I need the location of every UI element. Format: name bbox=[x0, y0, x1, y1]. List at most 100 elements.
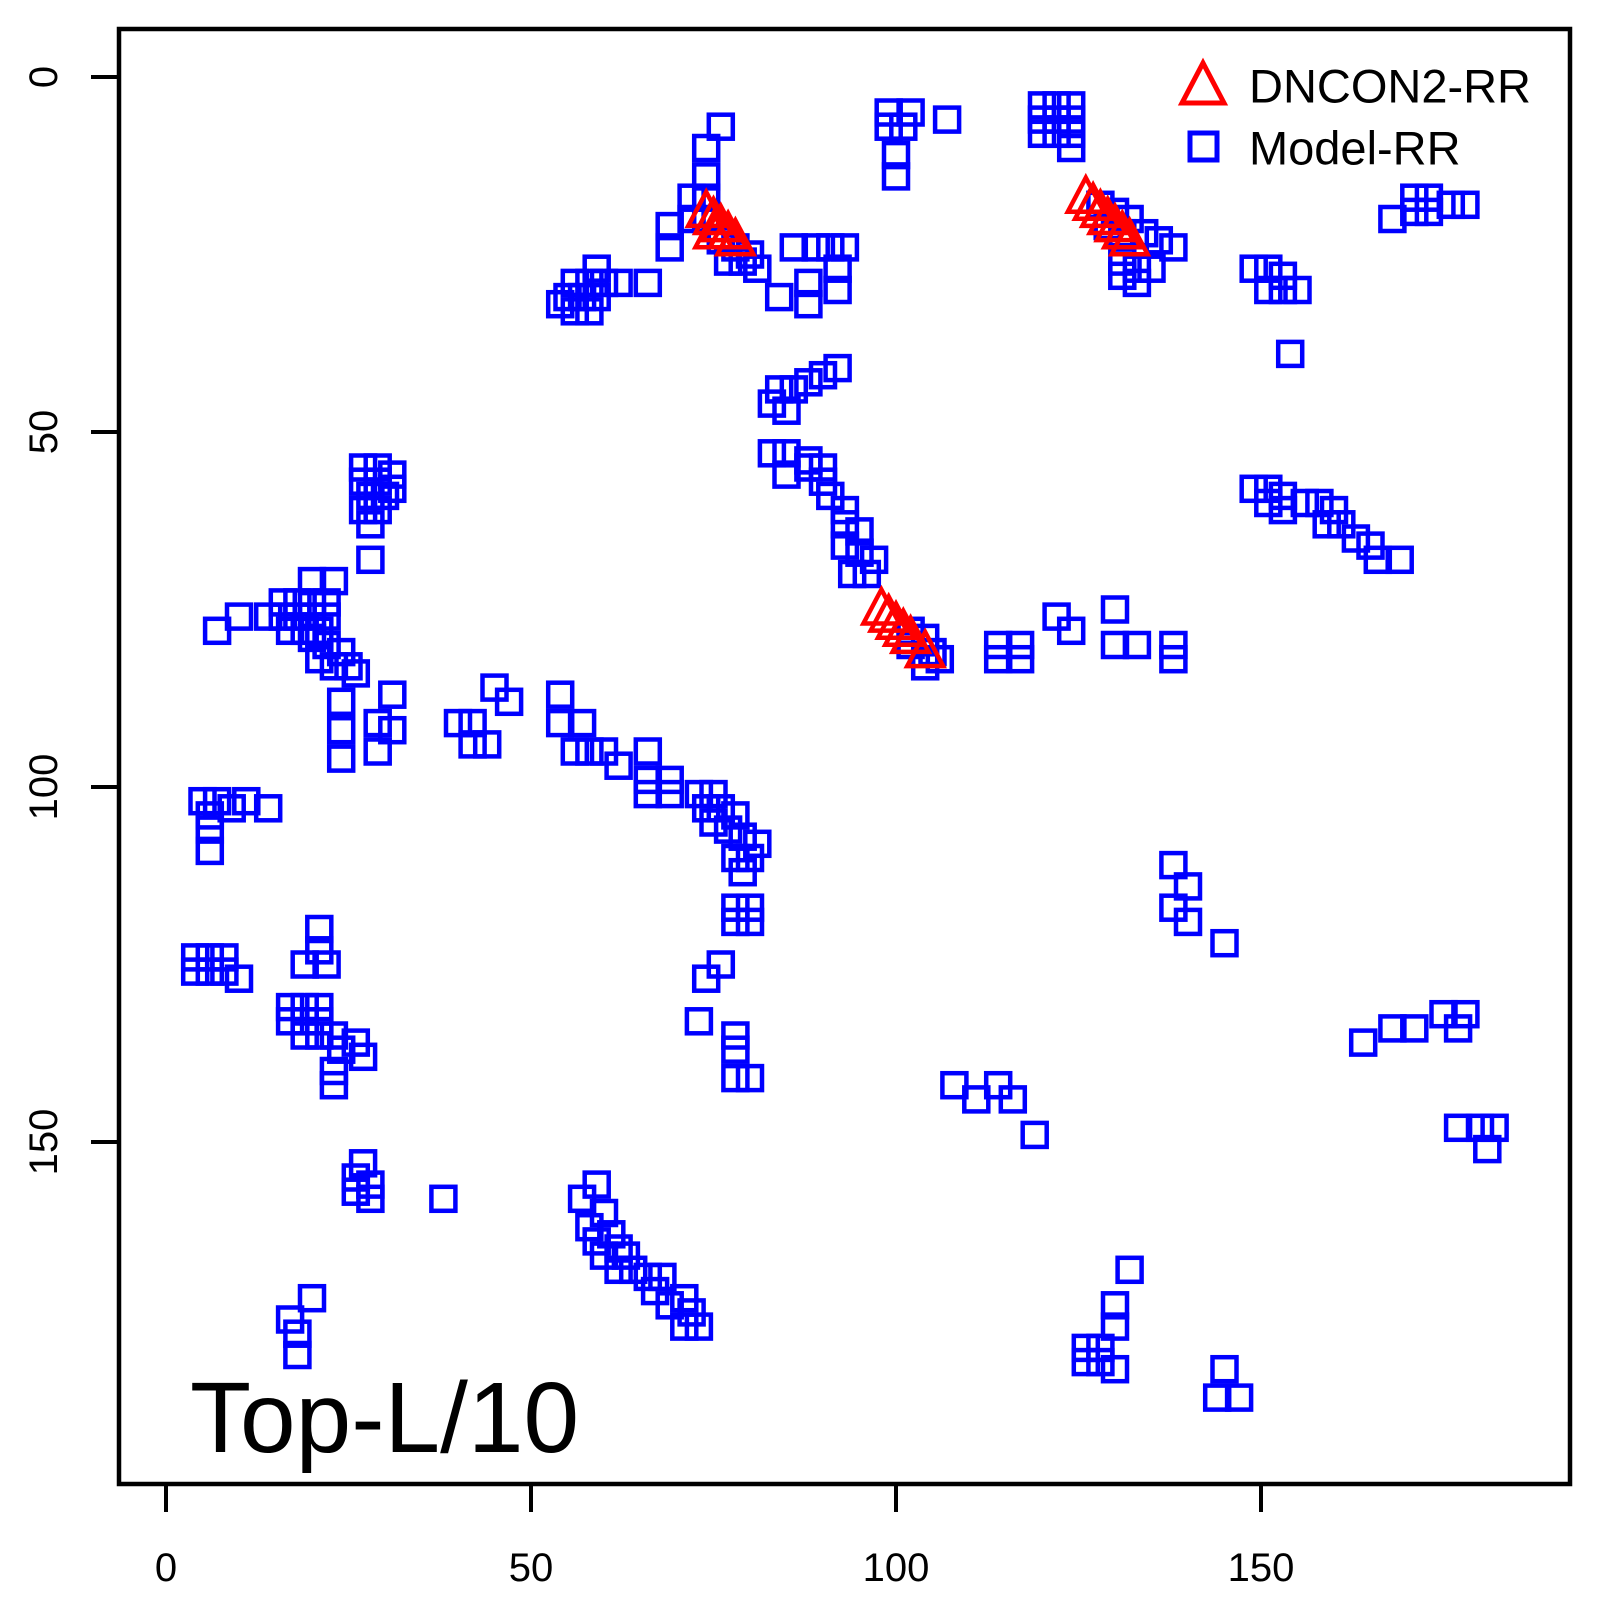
data-point-square bbox=[1385, 545, 1414, 575]
data-point-square bbox=[691, 964, 721, 993]
data-point-square bbox=[356, 1184, 385, 1214]
data-point-square bbox=[823, 254, 852, 283]
data-point-square bbox=[224, 964, 254, 993]
data-point-square bbox=[1056, 133, 1086, 163]
data-point-square bbox=[363, 737, 392, 766]
x-tick-label: 150 bbox=[1228, 1546, 1295, 1590]
data-point-square bbox=[1100, 1291, 1130, 1320]
data-point-square bbox=[1159, 850, 1188, 880]
data-point-triangle bbox=[699, 201, 743, 243]
y-tick-label: 100 bbox=[22, 754, 66, 821]
data-point-square bbox=[757, 389, 787, 418]
data-point-square bbox=[684, 1007, 714, 1036]
data-point-square bbox=[334, 652, 363, 681]
data-point-square bbox=[458, 730, 487, 759]
data-point-square bbox=[823, 275, 852, 305]
y-tick-label: 150 bbox=[22, 1109, 66, 1176]
data-point-square bbox=[1210, 928, 1239, 958]
data-point-square bbox=[1115, 1255, 1144, 1285]
data-point-square bbox=[757, 439, 787, 468]
x-tick-label: 100 bbox=[863, 1546, 930, 1590]
data-point-square bbox=[326, 687, 356, 717]
data-point-square bbox=[1254, 254, 1283, 283]
data-point-square bbox=[472, 730, 502, 759]
data-point-square bbox=[1086, 1347, 1115, 1377]
data-point-square bbox=[195, 815, 225, 844]
data-point-square bbox=[743, 254, 772, 283]
data-point-square bbox=[764, 282, 794, 312]
y-tick-label: 50 bbox=[22, 410, 66, 455]
data-point-square bbox=[1122, 268, 1152, 298]
legend-label-modelrr: Model-RR bbox=[1249, 122, 1461, 175]
data-point-square bbox=[545, 289, 575, 319]
plot-border bbox=[116, 26, 1573, 1487]
data-point-square bbox=[655, 779, 684, 809]
data-point-square bbox=[297, 1283, 327, 1313]
data-point-triangle bbox=[691, 194, 736, 236]
data-point-square bbox=[1283, 275, 1312, 305]
data-point-square bbox=[604, 751, 633, 780]
data-point-square bbox=[494, 687, 524, 717]
data-point-square bbox=[618, 1255, 648, 1285]
data-point-square bbox=[180, 957, 210, 986]
data-point-triangle bbox=[713, 215, 758, 257]
data-point-square bbox=[224, 602, 254, 631]
data-point-square bbox=[356, 545, 385, 575]
data-point-square bbox=[830, 233, 860, 262]
data-point-square bbox=[830, 510, 860, 539]
data-point-triangle bbox=[874, 598, 918, 640]
data-point-square bbox=[1400, 1014, 1429, 1043]
data-point-square bbox=[1312, 510, 1341, 539]
data-point-square bbox=[210, 957, 239, 986]
data-point-square bbox=[655, 233, 684, 262]
x-axis: 0 50 100 150 bbox=[155, 1484, 1295, 1590]
data-point-square bbox=[1254, 275, 1283, 305]
data-point-square bbox=[794, 368, 823, 397]
data-point-square bbox=[1473, 1134, 1502, 1164]
data-point-square bbox=[1122, 630, 1152, 660]
data-point-square bbox=[560, 297, 590, 326]
data-point-square bbox=[1173, 907, 1203, 937]
data-point-square bbox=[1480, 1113, 1509, 1143]
data-point-square bbox=[735, 907, 765, 937]
y-axis: 0 50 100 150 bbox=[22, 66, 119, 1176]
data-point-square bbox=[808, 360, 838, 390]
data-point-square bbox=[1173, 872, 1203, 901]
data-point-triangle bbox=[866, 591, 911, 633]
data-point-square bbox=[874, 112, 903, 141]
data-point-square bbox=[1465, 1113, 1495, 1143]
legend-label-dncon2rr: DNCON2-RR bbox=[1249, 60, 1531, 113]
data-point-triangle bbox=[1071, 179, 1115, 222]
data-point-square bbox=[816, 233, 845, 262]
data-point-square bbox=[728, 857, 757, 887]
data-point-square bbox=[1071, 1347, 1101, 1377]
data-point-square bbox=[283, 1319, 312, 1348]
data-point-square bbox=[1275, 339, 1305, 369]
data-point-square bbox=[998, 1085, 1028, 1114]
data-point-square bbox=[319, 566, 349, 596]
data-point-square bbox=[721, 1035, 750, 1064]
data-point-square bbox=[1305, 488, 1334, 518]
data-point-square bbox=[1224, 1383, 1254, 1412]
data-point-square bbox=[1144, 226, 1174, 255]
data-point-triangle bbox=[888, 613, 933, 655]
data-point-square bbox=[691, 133, 721, 163]
data-point-square bbox=[1100, 1354, 1130, 1384]
series-layer bbox=[180, 91, 1509, 1412]
data-point-square bbox=[443, 708, 473, 738]
data-point-square bbox=[326, 715, 356, 745]
data-point-square bbox=[1348, 1028, 1378, 1057]
data-point-square bbox=[721, 907, 750, 937]
data-point-square bbox=[670, 1312, 699, 1341]
data-point-square bbox=[356, 510, 385, 539]
data-point-square bbox=[341, 1177, 371, 1206]
data-point-square bbox=[706, 112, 736, 141]
data-point-square bbox=[721, 1063, 750, 1093]
data-point-square bbox=[699, 808, 728, 837]
data-point-square bbox=[1341, 524, 1371, 553]
data-point-triangle bbox=[1078, 187, 1123, 229]
data-point-square bbox=[837, 559, 867, 589]
data-point-square bbox=[341, 659, 371, 688]
data-point-square bbox=[830, 531, 860, 560]
data-point-square bbox=[713, 247, 743, 276]
